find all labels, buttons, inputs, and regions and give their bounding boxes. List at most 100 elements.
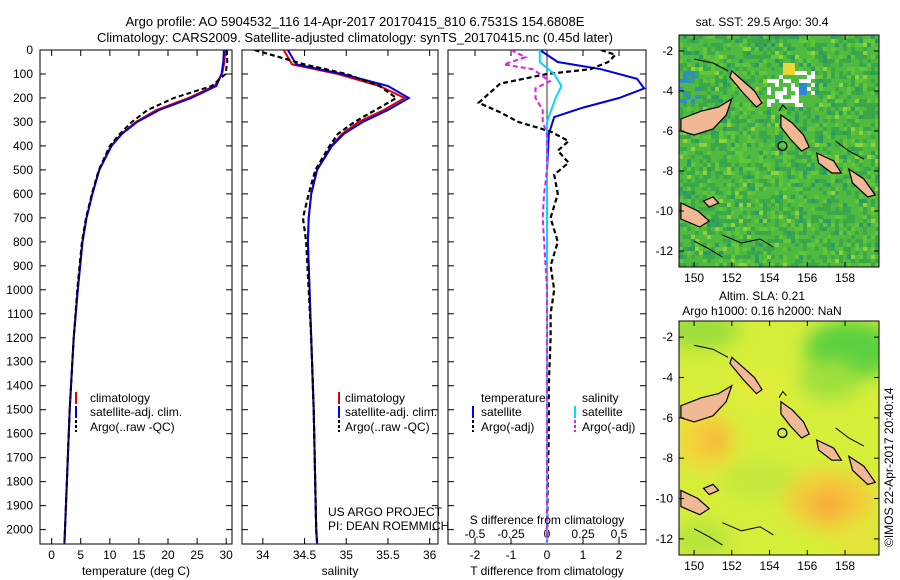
sst-cell: [807, 51, 812, 56]
sst-cell: [799, 123, 804, 128]
sst-cell: [863, 219, 868, 224]
sst-cell: [747, 103, 752, 108]
sst-cell: [851, 183, 856, 188]
sst-cell: [815, 139, 820, 144]
sst-cell: [691, 39, 696, 44]
sst-cell: [755, 83, 760, 88]
sst-cell: [695, 199, 700, 204]
sst-cell: [823, 87, 828, 92]
sst-cell: [727, 219, 732, 224]
sst-cell: [767, 91, 772, 96]
sst-cell: [831, 199, 836, 204]
sst-cell: [859, 239, 864, 244]
sst-cell: [723, 127, 728, 132]
sst-cell: [871, 51, 876, 56]
sst-cell: [787, 87, 792, 92]
sst-cell: [815, 231, 820, 236]
sst-cell: [787, 191, 792, 196]
legend-label-t-argo: Argo(-adj): [481, 420, 534, 434]
sst-cell: [687, 75, 692, 80]
sst-cell: [811, 159, 816, 164]
sst-cell: [775, 59, 780, 64]
sst-cell: [831, 227, 836, 232]
sst-cell: [715, 139, 720, 144]
sst-cell: [743, 167, 748, 172]
sst-cell: [679, 259, 684, 264]
sst-cell: [795, 59, 800, 64]
sst-cell: [707, 159, 712, 164]
sst-cell: [819, 183, 824, 188]
sst-cell: [823, 119, 828, 124]
sst-cell: [799, 231, 804, 236]
sst-cell: [867, 119, 872, 124]
sst-cell: [699, 51, 704, 56]
sst-cell: [699, 251, 704, 256]
sst-cell: [683, 163, 688, 168]
sst-cell: [723, 235, 728, 240]
sst-cell: [727, 159, 732, 164]
sst-cell: [739, 227, 744, 232]
sst-cell: [699, 159, 704, 164]
sst-cell: [755, 179, 760, 184]
sst-cell: [739, 231, 744, 236]
sst-cell: [747, 227, 752, 232]
sst-cell: [819, 195, 824, 200]
sst-cell: [803, 211, 808, 216]
sst-cell: [875, 211, 879, 216]
sst-cell: [775, 183, 780, 188]
sst-cell: [767, 63, 772, 68]
sst-cell: [855, 139, 860, 144]
sst-cell: [855, 207, 860, 212]
sst-cell: [775, 139, 780, 144]
sst-cell: [711, 103, 716, 108]
sst-cell: [739, 111, 744, 116]
sst-cell: [751, 219, 756, 224]
sst-cell: [859, 203, 864, 208]
sst-cell: [723, 139, 728, 144]
sst-cell: [847, 247, 852, 252]
sst-cell: [707, 231, 712, 236]
sst-cell: [807, 95, 812, 100]
sst-cell: [795, 75, 800, 80]
sst-cell: [811, 195, 816, 200]
sst-cell: [791, 35, 796, 40]
sst-cell: [843, 211, 848, 216]
sst-cell: [787, 151, 792, 156]
sst-cell: [807, 155, 812, 160]
sst-cell: [767, 95, 772, 100]
sst-cell: [819, 35, 824, 40]
sst-cell: [815, 79, 820, 84]
sst-cell: [839, 151, 844, 156]
sst-cell: [867, 55, 872, 60]
sst-cell: [695, 71, 700, 76]
sst-cell: [827, 211, 832, 216]
legend-label-argo: Argo(..raw -QC): [90, 420, 175, 434]
sst-cell: [687, 163, 692, 168]
sst-cell: [731, 87, 736, 92]
sst-cell: [787, 255, 792, 260]
sst-cell: [783, 247, 788, 252]
sst-cell: [803, 255, 808, 260]
sst-cell: [719, 171, 724, 176]
sst-cell: [719, 183, 724, 188]
sst-cell: [863, 79, 868, 84]
sst-cell: [863, 43, 868, 48]
sst-cell: [751, 215, 756, 220]
sst-cell: [787, 107, 792, 112]
sst-cell: [831, 139, 836, 144]
sst-cell: [775, 219, 780, 224]
sst-cell: [731, 207, 736, 212]
sst-cell: [803, 83, 808, 88]
sst-cell: [855, 59, 860, 64]
sst-cell: [835, 127, 840, 132]
sst-cell: [779, 255, 784, 260]
sst-cell: [687, 199, 692, 204]
sst-cell: [831, 263, 836, 267]
sst-cell: [723, 119, 728, 124]
sst-cell: [767, 211, 772, 216]
sst-cell: [835, 207, 840, 212]
sst-cell: [815, 259, 820, 264]
sst-cell: [759, 71, 764, 76]
sst-cell: [811, 111, 816, 116]
sst-cell: [827, 151, 832, 156]
